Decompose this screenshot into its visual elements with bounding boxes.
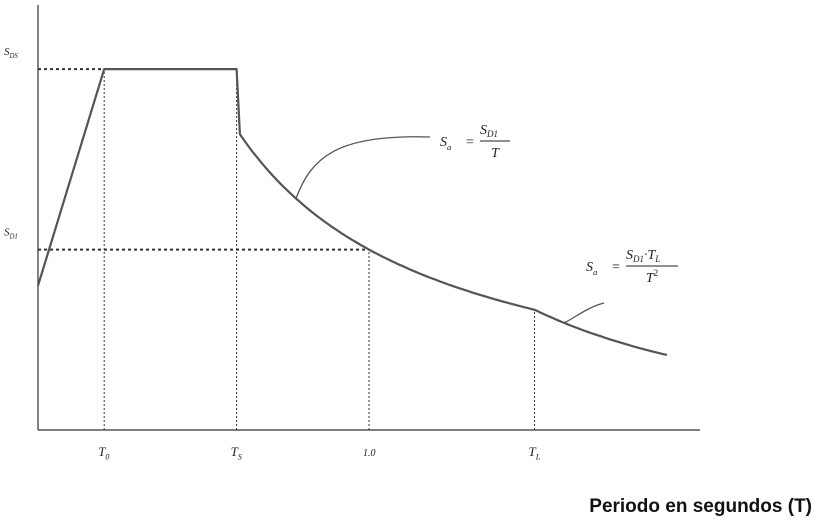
y-tick-SD1: SD1 (4, 227, 18, 241)
formula-sd1-over-t-lhs: Sa (440, 135, 452, 152)
formula-sd1-tl-over-t2-eq: = (612, 260, 620, 275)
guide-lines (38, 68, 535, 430)
x-axis-label: Periodo en segundos (T) (589, 496, 812, 517)
formula-sd1-tl-over-t2-leader (563, 302, 605, 324)
formula-sd1-tl-over-t2-lhs: Sa (586, 260, 598, 277)
formula-sd1-over-t-denominator: T (491, 146, 500, 161)
formula-sd1-tl-over-t2: Sa = SD1·TL T2 (563, 248, 678, 324)
x-tick-T0: T0 (98, 444, 109, 462)
y-tick-SDS: SDS (4, 46, 18, 60)
formula-sd1-over-t-eq: = (466, 135, 474, 150)
tick-labels: T0 TS 1.0 TL SDS SD1 (4, 46, 541, 462)
formula-sd1-tl-over-t2-numerator: SD1·TL (626, 248, 660, 264)
series-layer (36, 68, 668, 356)
x-tick-TL: TL (529, 444, 541, 462)
spectrum-curve (36, 68, 668, 356)
axes (37, 5, 700, 431)
formula-sd1-over-t-leader (295, 136, 431, 199)
formula-sd1-tl-over-t2-denominator: T2 (646, 268, 658, 286)
x-tick-TS: TS (231, 444, 242, 462)
formula-sd1-over-t: Sa = SD1 T (295, 123, 510, 199)
formula-annotations: Sa = SD1 T Sa = SD1·TL T2 (295, 123, 678, 324)
formula-sd1-over-t-numerator: SD1 (480, 123, 498, 139)
x-tick-1.0: 1.0 (363, 448, 376, 459)
